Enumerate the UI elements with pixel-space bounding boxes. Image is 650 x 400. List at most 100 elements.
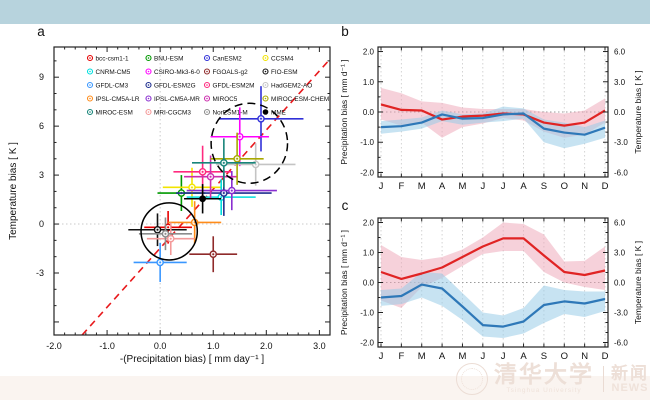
cluster-near-origin-cluster (140, 202, 199, 261)
svg-text:GFDL-ESM2G: GFDL-ESM2G (154, 82, 196, 89)
b-red-line (380, 103, 606, 127)
svg-text:D: D (602, 351, 609, 362)
svg-text:S: S (541, 351, 547, 362)
svg-text:F: F (398, 181, 404, 192)
legend-item-GFDL-CM3: GFDL-CM3 (86, 81, 129, 89)
svg-text:6.0: 6.0 (614, 48, 626, 57)
svg-text:J: J (480, 181, 485, 192)
panel-a-legend: bcc-csm1-1 BNU-ESM CanESM2 CCSM4 CNRM-CM5 CSI… (86, 54, 329, 116)
legend-item-CSIRO-Mk3-6-0: CSIRO-Mk3-6-0 (145, 68, 200, 76)
svg-text:1.0: 1.0 (363, 78, 375, 87)
bottom-color-band (0, 376, 650, 400)
svg-text:MME: MME (271, 109, 286, 116)
svg-text:-6.0: -6.0 (614, 339, 628, 348)
scatter-point-MME (184, 184, 222, 214)
svg-text:J: J (379, 351, 384, 362)
legend-item-CNRM-CM5: CNRM-CM5 (86, 68, 131, 76)
svg-text:M: M (458, 181, 466, 192)
svg-text:-3.0: -3.0 (614, 138, 628, 147)
svg-text:N: N (581, 181, 588, 192)
svg-text:J: J (379, 181, 384, 192)
legend-item-NorESM1-M: NorESM1-M (203, 108, 248, 116)
panel-c-line-chart: J F M A M J J A S O N D -2.0 -1.0 0.0 1.0 2.0 -6.0 -3.0 0.0… (339, 198, 643, 362)
legend-item-MRI-CGCM3: MRI-CGCM3 (145, 108, 191, 116)
panel-c-axes: J F M A M J J A S O N D -2.0 -1.0 0.0 1.0 2.0 -6.0 -3.0 0.0… (339, 218, 643, 362)
legend-item-MIROC5: MIROC5 (203, 95, 238, 103)
svg-text:-1.0: -1.0 (360, 309, 374, 318)
panel-c-label: c (342, 198, 349, 213)
scatter-point-IPSL-CM5A-MR (186, 171, 277, 211)
scatter-point-CNRM-CM5 (186, 179, 256, 216)
svg-text:3: 3 (39, 170, 44, 180)
svg-text:A: A (439, 351, 446, 362)
svg-text:S: S (541, 181, 547, 192)
svg-text:MIROC-ESM: MIROC-ESM (96, 109, 133, 116)
svg-text:6: 6 (39, 121, 44, 131)
b-blue-line (380, 112, 606, 136)
svg-text:BNU-ESM: BNU-ESM (154, 55, 183, 62)
panel-a-xlabel: -(Precipitation bias) [ mm day⁻¹ ] (120, 354, 264, 365)
c-red-line (380, 237, 606, 280)
svg-text:bcc-csm1-1: bcc-csm1-1 (96, 55, 129, 62)
legend-item-IPSL-CM5A-MR: IPSL-CM5A-MR (145, 95, 200, 103)
panel-a-label: a (37, 24, 45, 39)
svg-text:M: M (418, 181, 426, 192)
legend-item-MME: MME (262, 109, 286, 116)
svg-text:MIROC-ESM-CHEM: MIROC-ESM-CHEM (271, 96, 329, 103)
scatter-point-MIROC-ESM-CHEM (210, 132, 264, 185)
svg-text:NorESM1-M: NorESM1-M (213, 109, 248, 116)
svg-text:MRI-CGCM3: MRI-CGCM3 (154, 109, 191, 116)
svg-text:-3.0: -3.0 (614, 309, 628, 318)
legend-item-MIROC-ESM: MIROC-ESM (86, 108, 133, 116)
svg-text:FIO-ESM: FIO-ESM (271, 69, 298, 76)
top-color-band (0, 0, 650, 24)
svg-text:-1.0: -1.0 (99, 341, 115, 351)
svg-text:CanESM2: CanESM2 (213, 55, 243, 62)
svg-text:GFDL-ESM2M: GFDL-ESM2M (213, 82, 255, 89)
panel-b-line-chart: J F M A M J J A S O N D -2.0 -1.0 0.0 1.0 2.0 -6.0 -3.0 0.0… (339, 24, 643, 192)
c-blue-line (380, 283, 606, 328)
svg-text:A: A (439, 181, 446, 192)
svg-text:-6.0: -6.0 (614, 168, 628, 177)
panel-b-label: b (341, 24, 349, 39)
panel-a-ylabel: Temperature bias [ K ] (8, 142, 19, 240)
scatter-point-CanESM2 (218, 86, 304, 152)
watermark-news-cn: 新闻 (611, 363, 649, 383)
svg-text:-2.0: -2.0 (46, 341, 62, 351)
svg-text:HadGEM2-AO: HadGEM2-AO (271, 82, 312, 89)
c-red-line-band (381, 222, 605, 308)
svg-text:N: N (581, 351, 588, 362)
legend-item-FIO-ESM: FIO-ESM (262, 68, 298, 76)
svg-text:A: A (520, 351, 527, 362)
svg-text:-1.0: -1.0 (360, 138, 374, 147)
panel-b-ylabel-left: Precipitation bias [ mm d⁻¹ ] (339, 59, 349, 164)
watermark-university-en: Tsinghua University (506, 387, 582, 395)
model-points (128, 86, 304, 282)
legend-item-GFDL-ESM2M: GFDL-ESM2M (203, 81, 255, 89)
svg-text:0.0: 0.0 (614, 279, 626, 288)
panel-a-axes: -2.0 -1.0 0.0 1.0 2.0 3.0 -3 0 3 6 9 -(Precipitatio… (8, 47, 331, 365)
svg-text:-3: -3 (36, 268, 44, 278)
panel-c-ylabel-right: Temperature bias [ K ] (633, 241, 643, 324)
svg-text:MIROC5: MIROC5 (213, 96, 238, 103)
scatter-point-FGOALS-g2 (189, 236, 238, 273)
watermark-news-en: NEWS (611, 381, 649, 394)
svg-text:2.0: 2.0 (363, 48, 375, 57)
svg-text:IPSL-CM5A-LR: IPSL-CM5A-LR (96, 96, 140, 103)
svg-text:M: M (458, 351, 466, 362)
scatter-point-MRI-CGCM3 (146, 222, 195, 256)
svg-text:9: 9 (39, 72, 44, 82)
legend-item-FGOALS-g2: FGOALS-g2 (203, 68, 248, 76)
svg-text:6.0: 6.0 (614, 219, 626, 228)
scatter-point-MIROC-ESM (192, 138, 256, 188)
svg-text:IPSL-CM5A-MR: IPSL-CM5A-MR (154, 96, 200, 103)
panel-b-ylabel-right: Temperature bias [ K ] (633, 70, 643, 153)
svg-text:0.0: 0.0 (363, 279, 375, 288)
svg-text:3.0: 3.0 (313, 341, 326, 351)
svg-text:2.0: 2.0 (363, 219, 375, 228)
svg-text:F: F (398, 351, 404, 362)
scatter-point-FIO-ESM (128, 213, 187, 247)
watermark-university-cn: 清华大学 (494, 361, 594, 388)
